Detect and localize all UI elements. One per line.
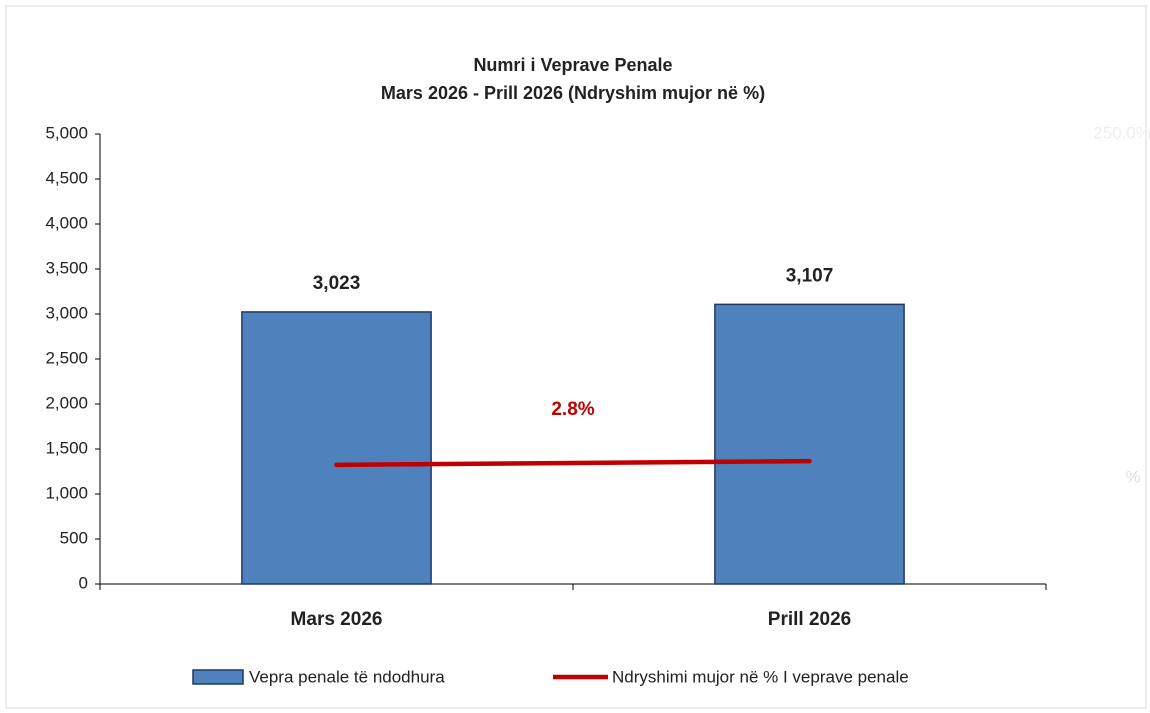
y-tick-label: 1,500	[45, 438, 88, 457]
y-tick-label: 500	[60, 528, 88, 547]
line-value-label: 2.8%	[551, 399, 594, 420]
bar-value-label: 3,107	[786, 265, 834, 286]
chart-frame	[5, 5, 1147, 709]
legend-swatch	[192, 669, 244, 685]
y-tick-label: 0	[79, 573, 88, 592]
y-tick-label: 3,500	[45, 258, 88, 277]
line-series	[334, 458, 812, 468]
chart-subtitle: Mars 2026 - Prill 2026 (Ndryshim mujor n…	[381, 83, 765, 103]
x-tick-label: Mars 2026	[291, 609, 383, 630]
legend-label: Vepra penale të ndodhura	[249, 667, 445, 686]
y-tick-label: 4,500	[45, 168, 88, 187]
y-tick-label: 4,000	[45, 213, 88, 232]
legend-label: Ndryshimi mujor në % I veprave penale	[612, 667, 909, 686]
y2-tick-label: 250.0%	[1093, 123, 1150, 142]
bar	[714, 303, 905, 585]
y2-axis-label: %	[1125, 467, 1140, 486]
x-tick-label: Prill 2026	[768, 609, 851, 630]
y-tick-label: 2,500	[45, 348, 88, 367]
chart-title: Numri i Veprave Penale	[473, 55, 672, 75]
y-tick-label: 1,000	[45, 483, 88, 502]
y-tick-label: 2,000	[45, 393, 88, 412]
y-tick-label: 3,000	[45, 303, 88, 322]
bar	[241, 311, 432, 585]
bar-value-label: 3,023	[313, 273, 361, 294]
y-tick-label: 5,000	[45, 123, 88, 142]
